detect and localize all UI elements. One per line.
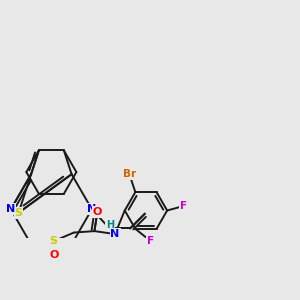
Text: N: N	[6, 204, 16, 214]
Text: F: F	[180, 201, 187, 211]
Text: F: F	[146, 236, 154, 246]
Text: S: S	[49, 236, 57, 246]
Text: N: N	[110, 229, 120, 239]
Text: S: S	[15, 208, 22, 218]
Text: N: N	[87, 204, 97, 214]
Text: O: O	[49, 250, 58, 260]
Text: H: H	[106, 220, 114, 230]
Text: O: O	[93, 207, 102, 217]
Text: Br: Br	[123, 169, 136, 179]
